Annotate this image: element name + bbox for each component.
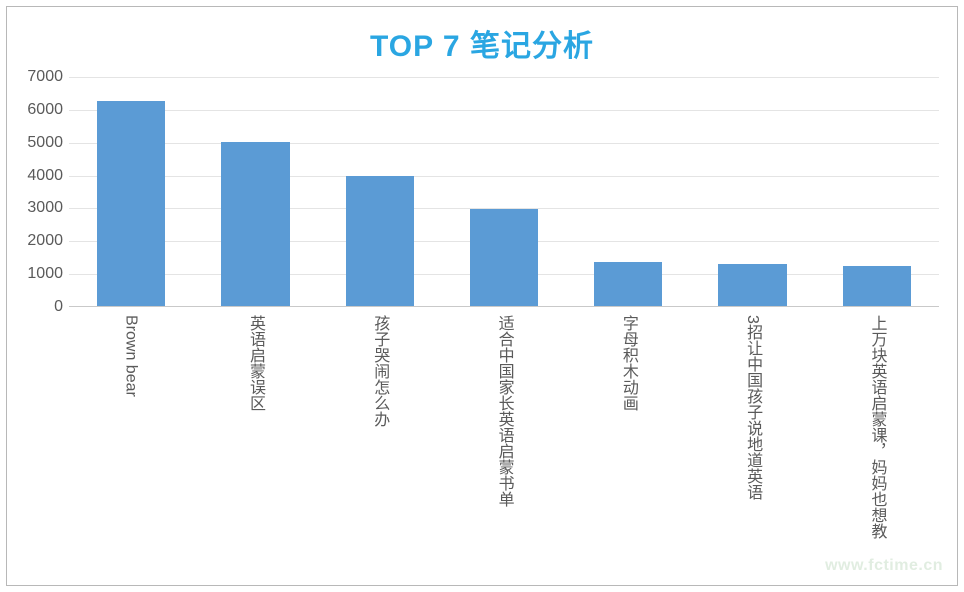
bar <box>843 266 911 306</box>
bar <box>594 262 662 306</box>
plot-area: 01000200030004000500060007000 <box>69 77 939 307</box>
bar <box>470 209 538 306</box>
y-tick-label: 1000 <box>17 265 63 283</box>
bar <box>718 264 786 306</box>
y-tick-label: 4000 <box>17 167 63 185</box>
bar <box>97 101 165 306</box>
y-tick-label: 6000 <box>17 101 63 119</box>
y-tick-label: 2000 <box>17 232 63 250</box>
chart-container: TOP 7 笔记分析 01000200030004000500060007000… <box>6 6 958 586</box>
watermark-text: www.fctime.cn <box>825 557 943 575</box>
chart-title: TOP 7 笔记分析 <box>7 7 957 65</box>
x-tick-label: 3招让中国孩子说地道英语 <box>743 315 762 500</box>
bar <box>346 176 414 306</box>
y-tick-label: 7000 <box>17 68 63 86</box>
x-tick-label: 字母积木动画 <box>619 315 638 411</box>
x-tick-label: 孩子哭闹怎么办 <box>370 315 389 427</box>
bars-group <box>69 77 939 306</box>
x-tick-label: Brown bear <box>122 315 141 397</box>
y-tick-label: 0 <box>17 298 63 316</box>
bar <box>221 142 289 306</box>
x-tick-label: 适合中国家长英语启蒙书单 <box>494 315 513 507</box>
x-tick-label: 上万块英语启蒙课，妈妈也想教 <box>867 315 886 539</box>
x-tick-label: 英语启蒙误区 <box>246 315 265 411</box>
y-tick-label: 5000 <box>17 134 63 152</box>
y-tick-label: 3000 <box>17 199 63 217</box>
x-axis-labels: Brown bear 英语启蒙误区 孩子哭闹怎么办 适合中国家长英语启蒙书单 字母积木动… <box>69 315 939 591</box>
